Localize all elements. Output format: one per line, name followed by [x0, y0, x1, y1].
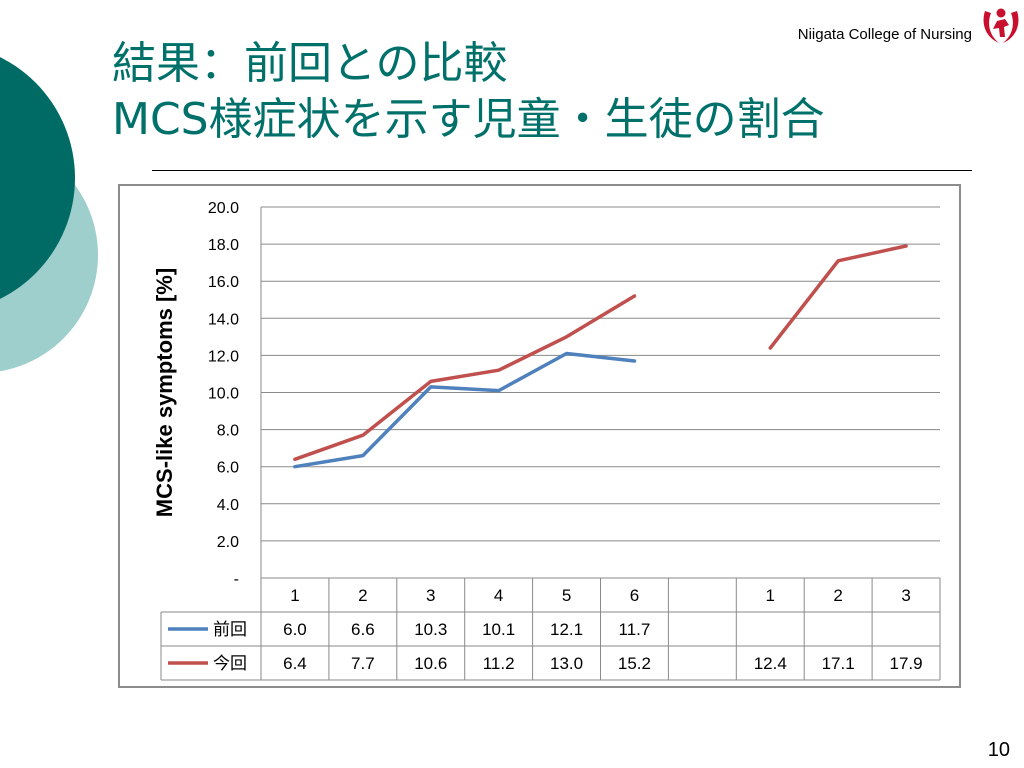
y-tick-label: 6.0	[217, 460, 239, 477]
x-tick-label: 3	[901, 586, 910, 605]
data-label: 12.4	[754, 654, 787, 673]
data-label: 11.7	[619, 620, 651, 639]
y-tick-label: 10.0	[208, 386, 239, 403]
legend-label: 今回	[213, 654, 247, 673]
y-axis-label: MCS-like symptoms [%]	[152, 268, 177, 517]
data-label: 7.7	[351, 654, 375, 673]
data-label: 10.3	[414, 620, 447, 639]
x-tick-label: 2	[358, 586, 367, 605]
slide-title: 結果：前回との比較 MCS様症状を示す児童・生徒の割合	[112, 36, 825, 148]
y-tick-label: 8.0	[217, 423, 239, 440]
title-line-1: 結果：前回との比較	[112, 38, 508, 89]
series-line-1	[293, 351, 637, 469]
title-line-2: MCS様症状を示す児童・生徒の割合	[112, 94, 825, 145]
series-line-2	[293, 294, 637, 462]
y-tick-label: 14.0	[208, 311, 239, 328]
data-label: 11.2	[483, 654, 515, 673]
line-chart: -2.04.06.08.010.012.014.016.018.020.0MCS…	[152, 200, 941, 681]
x-tick-label: 4	[494, 586, 503, 605]
y-tick-label: 2.0	[217, 534, 239, 551]
data-label: 6.4	[283, 654, 307, 673]
data-label: 6.6	[351, 620, 375, 639]
y-tick-label: 18.0	[208, 237, 239, 254]
title-underline	[152, 170, 972, 171]
series-line-2	[768, 244, 908, 350]
dark-teal-circle	[0, 57, 75, 299]
college-name: Niigata College of Nursing	[797, 26, 972, 43]
y-tick-label: 16.0	[208, 274, 239, 291]
x-tick-label: 1	[766, 586, 775, 605]
x-tick-label: 6	[630, 586, 639, 605]
data-label: 17.1	[822, 654, 855, 673]
data-label: 13.0	[550, 654, 583, 673]
x-tick-label: 2	[833, 586, 842, 605]
legend-label: 前回	[213, 620, 247, 639]
data-label: 12.1	[550, 620, 583, 639]
decorative-circles	[0, 57, 98, 372]
y-tick-label: -	[234, 571, 239, 588]
x-tick-label: 1	[290, 586, 299, 605]
x-tick-label: 5	[562, 586, 571, 605]
data-label: 10.1	[482, 620, 515, 639]
data-label: 6.0	[283, 620, 307, 639]
page-number: 10	[987, 739, 1010, 761]
y-tick-label: 12.0	[208, 348, 239, 365]
chart-frame: -2.0 4.0 6.0 8.0 10.0 12.0 14.0 16.0 18.0 20.0 MCS…	[118, 184, 961, 688]
y-tick-label: 20.0	[208, 200, 239, 217]
x-tick-label: 3	[426, 586, 435, 605]
data-label: 15.2	[618, 654, 651, 673]
college-logo-icon	[983, 8, 1019, 43]
data-label: 10.6	[414, 654, 447, 673]
data-label: 17.9	[890, 654, 923, 673]
y-tick-label: 4.0	[217, 497, 239, 514]
